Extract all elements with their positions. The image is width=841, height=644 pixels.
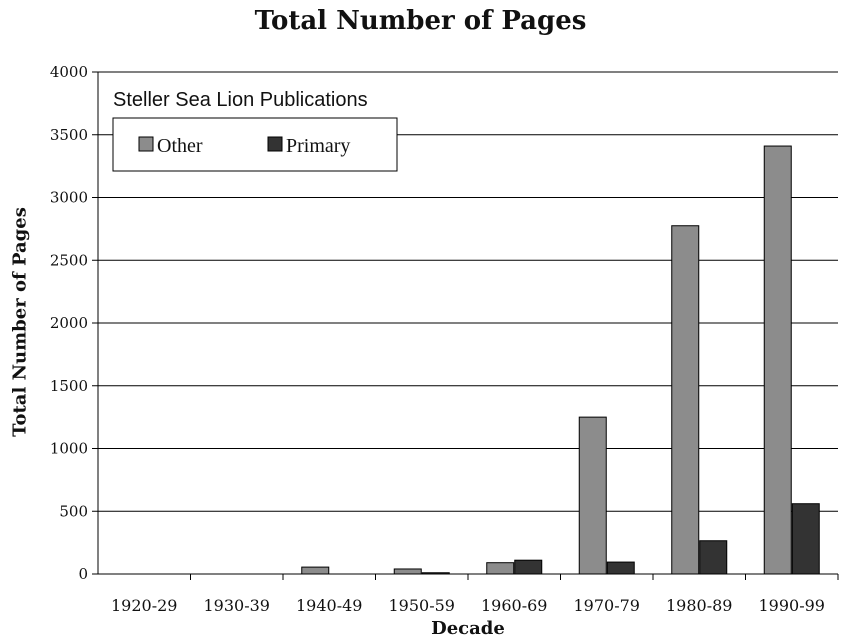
bar-other-1980-89: [671, 225, 700, 575]
chart-subtitle: Steller Sea Lion Publications: [113, 89, 368, 111]
bar-other-1970-79: [578, 416, 607, 575]
legend-label-other: Other: [157, 135, 203, 157]
y-tick-label-8: 4000: [50, 63, 88, 81]
bar-other-1990-99: [763, 145, 792, 575]
bar-other-1950-59: [393, 568, 422, 575]
y-tick-label-1: 500: [59, 502, 88, 520]
bar-primary-1980-89: [699, 540, 728, 575]
y-tick-label-4: 2000: [50, 314, 88, 332]
x-tick-label-6: 1980-89: [666, 596, 732, 615]
bar-other-1940-49: [301, 566, 330, 575]
x-tick-label-1: 1930-39: [204, 596, 270, 615]
bar-primary-1970-79: [606, 561, 635, 575]
x-tick-label-4: 1960-69: [481, 596, 547, 615]
x-tick-label-3: 1950-59: [389, 596, 455, 615]
x-tick-label-0: 1920-29: [111, 596, 177, 615]
y-tick-label-3: 1500: [50, 377, 88, 395]
bar-primary-1990-99: [791, 503, 820, 575]
y-tick-label-6: 3000: [50, 189, 88, 207]
y-tick-label-5: 2500: [50, 251, 88, 269]
chart-title: Total Number of Pages: [254, 6, 587, 36]
bar-other-1960-69: [486, 562, 515, 575]
y-tick-label-2: 1000: [50, 440, 88, 458]
x-tick-label-7: 1990-99: [759, 596, 825, 615]
x-tick-label-2: 1940-49: [296, 596, 362, 615]
y-tick-label-0: 0: [78, 565, 88, 583]
legend-label-primary: Primary: [286, 135, 350, 157]
bar-primary-1950-59: [421, 572, 450, 575]
x-axis-title: Decade: [431, 618, 505, 639]
x-tick-label-5: 1970-79: [574, 596, 640, 615]
legend-box: [112, 117, 398, 172]
y-tick-label-7: 3500: [50, 126, 88, 144]
bar-primary-1960-69: [514, 559, 543, 575]
legend-swatch-primary: [267, 136, 283, 152]
legend-swatch-other: [138, 136, 154, 152]
